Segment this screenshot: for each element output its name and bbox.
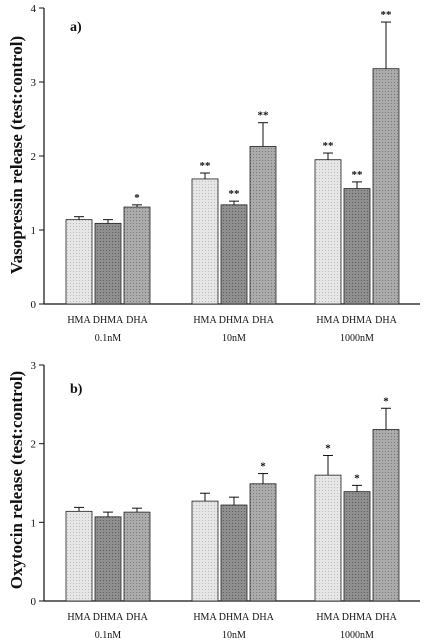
hma-bar [191,500,219,602]
bar-label: DHA [126,315,148,326]
dhma-bar [220,204,248,305]
y-tick-label: 1 [31,517,37,529]
dhma-bar [343,491,371,602]
bar-label: DHA [252,612,274,623]
bar-label: DHMA [219,612,250,623]
bar-label: HMA [193,612,217,623]
significance-mark: ** [229,188,241,200]
bar-label: DHMA [93,315,124,326]
panel-label: a) [70,20,82,35]
y-tick-label: 2 [31,439,37,451]
significance-mark: * [354,472,360,484]
hma-bar [314,159,342,305]
significance-mark: ** [200,160,212,172]
y-tick-label: 3 [31,360,37,372]
dhma-bar [94,222,122,305]
hma-bar [191,178,219,305]
bar-label: DHMA [219,315,250,326]
dha-bar [123,206,151,305]
y-tick-label: 4 [31,3,37,15]
group-label: 1000nM [340,333,374,344]
significance-mark: * [383,395,389,407]
group-label: 1000nM [340,630,374,640]
significance-mark: ** [323,140,335,152]
significance-mark: * [325,442,331,454]
dhma-bar [343,188,371,305]
significance-mark: ** [258,110,270,122]
bar-label: DHA [252,315,274,326]
bar-label: DHA [375,612,397,623]
bar-label: HMA [316,612,340,623]
group-label: 10nM [222,630,246,640]
significance-mark: ** [381,9,393,21]
bar-label: DHMA [342,315,373,326]
group-label: 0.1nM [95,333,122,344]
hma-bar [65,510,93,602]
bar-label: DHA [375,315,397,326]
bar-label: HMA [193,315,217,326]
bar-label: DHMA [342,612,373,623]
vasopressin-chart: Vasopressin release (test:control) a) 0 1… [7,3,420,344]
group-label: 10nM [222,333,246,344]
hma-bar [314,474,342,602]
dhma-bar [94,516,122,602]
y-axis-label: Oxytocin release (test:control) [7,371,26,589]
dha-bar [372,429,400,602]
y-tick-label: 1 [31,225,37,237]
oxytocin-chart: Oxytocin release (test:control) b) 0 1 2 3 H… [7,360,420,640]
significance-mark: * [134,192,140,204]
dhma-bar [220,504,248,602]
y-tick-label: 2 [31,151,37,163]
significance-mark: ** [352,169,364,181]
y-tick-label: 0 [31,596,37,608]
panel-label: b) [70,382,83,397]
bar-label: HMA [67,612,91,623]
y-tick-label: 0 [31,299,37,311]
y-axis-label: Vasopressin release (test:control) [7,36,26,274]
group-label: 0.1nM [95,630,122,640]
bar-label: HMA [316,315,340,326]
significance-mark: * [260,461,266,473]
dha-bar [372,68,400,305]
dha-bar [249,145,277,305]
bar-label: HMA [67,315,91,326]
hma-bar [65,219,93,305]
bar-label: DHMA [93,612,124,623]
dha-bar [249,483,277,602]
bar-label: DHA [126,612,148,623]
y-tick-label: 3 [31,77,37,89]
dha-bar [123,511,151,602]
